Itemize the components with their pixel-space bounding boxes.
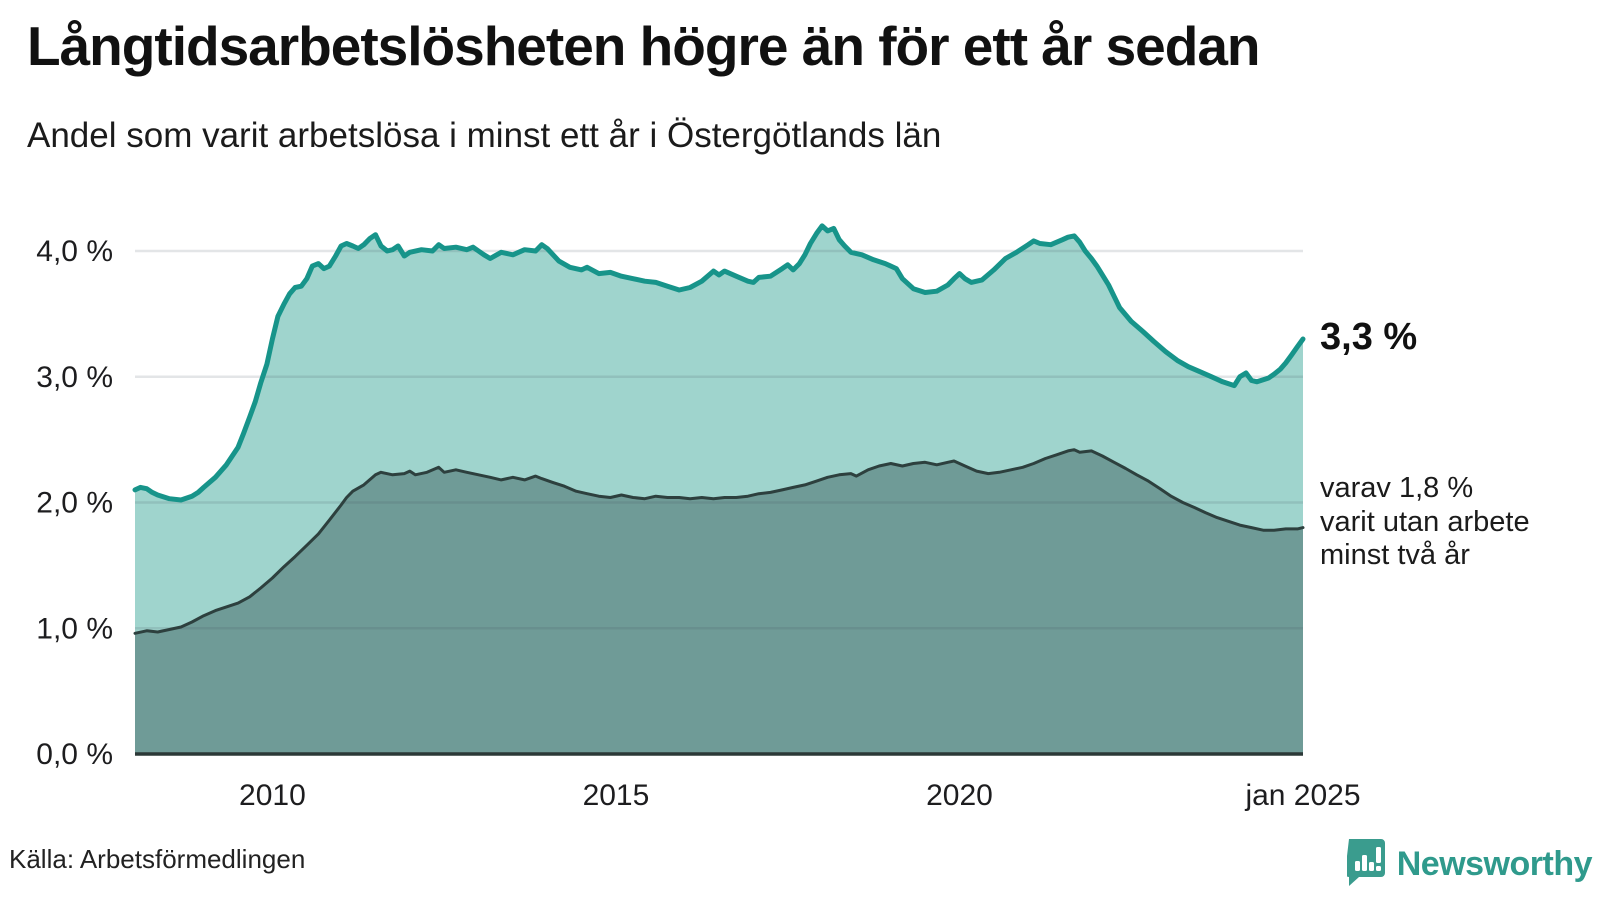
bar-chart-speech-bubble-icon [1344,837,1387,892]
x-axis-tick-label: 2010 [239,779,306,812]
secondary-annotation-line: varit utan arbete [1320,505,1530,538]
y-axis-tick-label: 1,0 % [36,612,113,645]
y-axis-tick-label: 2,0 % [36,487,113,520]
source-credit: Källa: Arbetsförmedlingen [9,844,306,874]
y-axis-tick-label: 4,0 % [36,235,113,268]
secondary-annotation-line: varav 1,8 % [1320,472,1474,504]
secondary-annotation: varav 1,8 % varit utan arbete minst två … [1320,472,1530,573]
x-axis-tick-label: 2015 [583,779,650,812]
brand-logo: Newsworthy [1344,837,1593,892]
line-min-two-years [133,448,1305,635]
brand-name: Newsworthy [1396,845,1593,883]
y-axis-tick-label: 0,0 % [36,738,113,771]
x-axis-tick-label: 2020 [926,779,993,812]
page-subtitle: Andel som varit arbetslösa i minst ett å… [27,116,942,155]
x-axis-tick-label: jan 2025 [1244,779,1360,812]
end-value-annotation: 3,3 % [1320,316,1418,358]
y-axis-tick-label: 3,0 % [36,361,113,394]
area-fill-min-two-years [135,449,1303,754]
page-title: Långtidsarbetslösheten högre än för ett … [27,15,1261,77]
line-min-one-year [132,223,1306,503]
secondary-annotation-line: minst två år [1320,539,1470,572]
